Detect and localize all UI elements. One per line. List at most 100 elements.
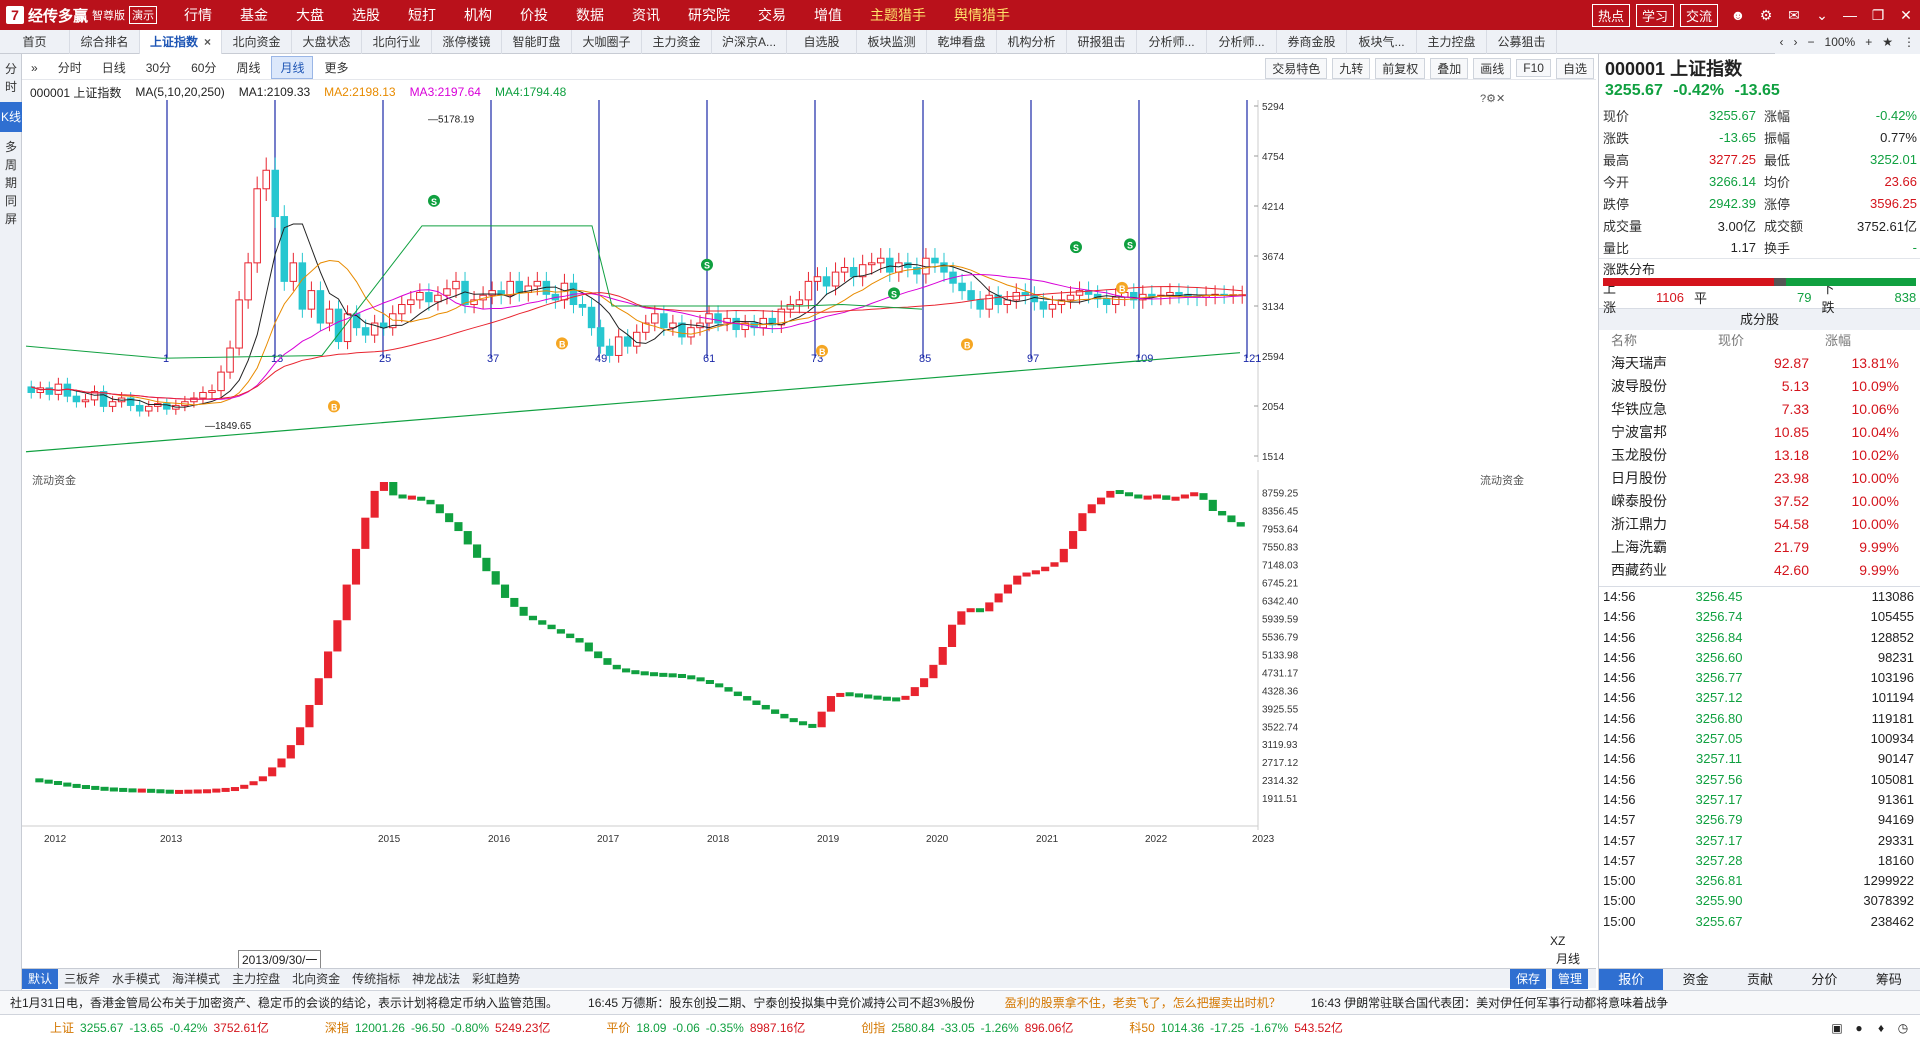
menu-item-4[interactable]: 短打	[408, 7, 436, 23]
menu-item-6[interactable]: 价投	[520, 7, 548, 23]
component-row[interactable]: 上海洗霸 21.79 9.99%	[1599, 536, 1920, 559]
lock-icon[interactable]: ●	[1855, 1020, 1863, 1035]
tab-4[interactable]: 大盘状态	[292, 29, 363, 54]
tab-7[interactable]: 智能盯盘	[502, 29, 573, 54]
menu-item-9[interactable]: 研究院	[688, 7, 730, 23]
quote-tab-1[interactable]: 资金	[1682, 972, 1709, 987]
component-row[interactable]: 浙江鼎力 54.58 10.00%	[1599, 513, 1920, 536]
menu-item-5[interactable]: 机构	[464, 7, 492, 23]
indicator-tab-4[interactable]: 主力控盘	[232, 971, 281, 986]
chevron-down-icon[interactable]: ⌄	[1816, 6, 1828, 23]
tab-15[interactable]: 研报狙击	[1067, 29, 1138, 54]
clock-icon[interactable]: ◷	[1897, 1020, 1909, 1035]
indicator-action-0[interactable]: 保存	[1509, 969, 1546, 989]
component-row[interactable]: 波导股份 5.13 10.09%	[1599, 375, 1920, 398]
flow-chart[interactable]: 8759.25 8356.45 7953.64 7550.83 7148.03 6745.…	[22, 470, 1596, 966]
menu-item-10[interactable]: 交易	[758, 7, 786, 23]
menu-item-11[interactable]: 增值	[814, 7, 842, 23]
user-icon[interactable]: ☻	[1730, 7, 1746, 23]
news-item[interactable]: 盈利的股票拿不住，老卖飞了，怎么把握卖出时机？	[1004, 996, 1281, 1010]
ma-param-select[interactable]: MA(5,10,20,250)	[135, 85, 225, 99]
indicator-tab-2[interactable]: 水手模式	[112, 971, 161, 986]
menu-item-13[interactable]: 舆情猎手	[954, 7, 1010, 23]
period-button-0[interactable]: 分时	[57, 61, 82, 75]
news-item[interactable]: 社1月31日电，香港金管局公布关于加密资产、稳定币的会谈的结论，表示计划将稳定币…	[10, 996, 559, 1010]
message-icon[interactable]: ✉	[1788, 6, 1800, 23]
tab-1[interactable]: 综合排名	[70, 29, 140, 54]
tab-17[interactable]: 分析师...	[1207, 29, 1278, 54]
tab-16[interactable]: 分析师...	[1137, 29, 1208, 54]
indicator-tab-1[interactable]: 三板斧	[64, 971, 101, 986]
component-row[interactable]: 日月股份 23.98 10.00%	[1599, 467, 1920, 490]
tab-14[interactable]: 机构分析	[997, 29, 1068, 54]
menu-item-2[interactable]: 大盘	[296, 7, 324, 23]
close-icon[interactable]: ✕	[1900, 6, 1912, 23]
component-row[interactable]: 华铁应急 7.33 10.06%	[1599, 398, 1920, 421]
tab-8[interactable]: 大咖圈子	[572, 29, 643, 54]
menu-item-3[interactable]: 选股	[352, 7, 380, 23]
restore-icon[interactable]: ❐	[1871, 6, 1885, 23]
tab-18[interactable]: 券商金股	[1277, 29, 1348, 54]
chart-tool-4[interactable]: 画线	[1473, 57, 1512, 79]
hot-button[interactable]: 热点	[1591, 3, 1630, 27]
period-button-5[interactable]: 月线	[271, 56, 314, 79]
tab-12[interactable]: 板块监测	[857, 29, 928, 54]
tab-20[interactable]: 主力控盘	[1417, 29, 1488, 54]
indicator-tab-3[interactable]: 海洋模式	[172, 971, 221, 986]
component-row[interactable]: 宁波富邦 10.85 10.04%	[1599, 421, 1920, 444]
chart-tool-1[interactable]: 九转	[1332, 57, 1371, 79]
menu-item-7[interactable]: 数据	[576, 7, 604, 23]
learn-button[interactable]: 学习	[1635, 3, 1674, 27]
close-tab-icon[interactable]: ×	[204, 34, 212, 49]
calculator-icon[interactable]: ▣	[1831, 1020, 1843, 1035]
quote-tab-0[interactable]: 报价	[1599, 969, 1664, 990]
tab-10[interactable]: 沪深京A...	[712, 29, 788, 54]
component-row[interactable]: 西藏药业 42.60 9.99%	[1599, 559, 1920, 582]
chart-tool-3[interactable]: 叠加	[1430, 57, 1469, 79]
indicator-action-1[interactable]: 管理	[1551, 969, 1588, 989]
view-timeshare[interactable]: 分时	[0, 54, 22, 102]
app-logo[interactable]: 7 经传多赢 智尊版 演示	[0, 0, 170, 30]
tab-2[interactable]: 上证指数 ×	[140, 29, 223, 54]
menu-item-12[interactable]: 主题猎手	[870, 7, 926, 23]
component-row[interactable]: 嵘泰股份 37.52 10.00%	[1599, 490, 1920, 513]
bell-icon[interactable]: ♦	[1877, 1020, 1885, 1035]
chart-tool-2[interactable]: 前复权	[1375, 57, 1426, 79]
period-button-4[interactable]: 周线	[236, 61, 261, 75]
zoom-in-icon[interactable]: +	[1865, 35, 1873, 49]
tab-0[interactable]: 首页	[0, 29, 70, 54]
news-item[interactable]: 16:45 万德斯：股东创投二期、宁泰创投拟集中竞价减持公司不超3%股份	[588, 996, 975, 1010]
kline-chart[interactable]: 5294 4754 4214 3674 3134 2594 2054 1514 1 13 25 37 4…	[22, 100, 1596, 462]
news-item[interactable]: 16:43 伊朗常驻联合国代表团：美对伊任何军事行动都将意味着战争	[1310, 996, 1669, 1010]
view-kline[interactable]: K线	[0, 102, 22, 132]
chart-tool-5[interactable]: F10	[1516, 59, 1551, 77]
quote-tab-2[interactable]: 贡献	[1747, 972, 1774, 987]
chevron-right-icon[interactable]: ›	[1793, 35, 1798, 49]
tab-21[interactable]: 公募狙击	[1487, 29, 1558, 54]
indicator-tab-5[interactable]: 北向资金	[292, 971, 341, 986]
component-row[interactable]: 海天瑞声 92.87 13.81%	[1599, 352, 1920, 375]
more-icon[interactable]: ⋮	[1903, 35, 1915, 49]
quote-tab-3[interactable]: 分价	[1811, 972, 1838, 987]
tab-11[interactable]: 自选股	[787, 29, 858, 54]
menu-item-1[interactable]: 基金	[240, 7, 268, 23]
component-row[interactable]: 玉龙股份 13.18 10.02%	[1599, 444, 1920, 467]
menu-item-0[interactable]: 行情	[184, 7, 212, 23]
period-button-3[interactable]: 60分	[191, 61, 217, 75]
exchange-button[interactable]: 交流	[1679, 3, 1718, 27]
settings-icon[interactable]: ⚙	[1759, 6, 1773, 23]
view-multiperiod[interactable]: 多周期同屏	[0, 132, 22, 234]
indicator-tab-7[interactable]: 神龙战法	[412, 971, 461, 986]
period-button-6[interactable]: 更多	[324, 61, 349, 75]
indicator-tab-6[interactable]: 传统指标	[352, 971, 401, 986]
minimize-icon[interactable]: —	[1843, 7, 1857, 23]
chart-header-icons[interactable]: ?⚙✕	[1480, 93, 1506, 105]
tab-13[interactable]: 乾坤看盘	[927, 29, 998, 54]
chevron-left-icon[interactable]: ‹	[1779, 35, 1784, 49]
tab-5[interactable]: 北向行业	[362, 29, 433, 54]
tab-19[interactable]: 板块气...	[1347, 29, 1418, 54]
tab-9[interactable]: 主力资金	[642, 29, 713, 54]
period-button-2[interactable]: 30分	[145, 61, 172, 75]
indicator-tab-0[interactable]: 默认	[22, 968, 59, 989]
indicator-tab-8[interactable]: 彩虹趋势	[472, 971, 521, 986]
